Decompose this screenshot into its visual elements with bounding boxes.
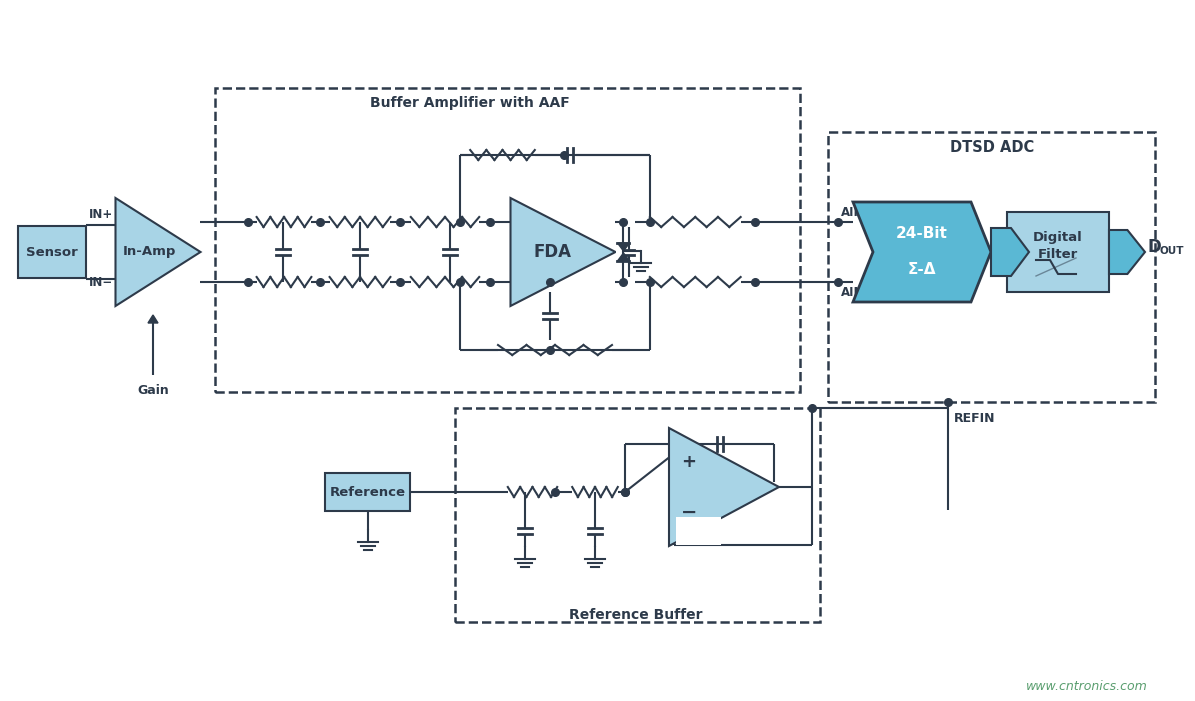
Text: IN−: IN− xyxy=(90,276,114,290)
Text: OUT: OUT xyxy=(1160,246,1184,256)
Text: Σ-Δ: Σ-Δ xyxy=(908,262,936,278)
Polygon shape xyxy=(853,202,991,302)
Text: 24-Bit: 24-Bit xyxy=(896,226,948,242)
Bar xyxy=(215,88,799,392)
Text: Filter: Filter xyxy=(1038,247,1078,261)
Text: In-Amp: In-Amp xyxy=(123,245,176,259)
Text: www.cntronics.com: www.cntronics.com xyxy=(1027,679,1148,693)
Text: Reference Buffer: Reference Buffer xyxy=(569,608,703,622)
Polygon shape xyxy=(1109,230,1145,274)
Bar xyxy=(1007,212,1109,292)
Text: Digital: Digital xyxy=(1034,231,1083,245)
Text: Buffer Amplifier with AAF: Buffer Amplifier with AAF xyxy=(370,96,570,110)
Text: REFIN: REFIN xyxy=(954,411,995,425)
Polygon shape xyxy=(669,428,779,546)
Text: Reference: Reference xyxy=(330,486,406,498)
Bar xyxy=(455,408,820,622)
Polygon shape xyxy=(116,198,201,306)
Text: FDA: FDA xyxy=(533,243,571,261)
Text: AIN−: AIN− xyxy=(841,285,875,299)
Polygon shape xyxy=(991,228,1029,276)
Text: DTSD ADC: DTSD ADC xyxy=(950,140,1034,156)
Text: +: + xyxy=(681,453,697,471)
Text: Sensor: Sensor xyxy=(26,245,78,259)
Text: Gain: Gain xyxy=(137,383,168,397)
Text: AIN+: AIN+ xyxy=(841,205,875,219)
Polygon shape xyxy=(510,198,615,306)
Bar xyxy=(676,517,722,545)
Polygon shape xyxy=(148,315,158,323)
Polygon shape xyxy=(618,243,630,251)
Polygon shape xyxy=(618,253,630,261)
Text: D: D xyxy=(1148,238,1162,256)
Text: −: − xyxy=(681,503,697,522)
Bar xyxy=(325,473,411,511)
Text: IN+: IN+ xyxy=(90,208,114,222)
Bar xyxy=(828,132,1156,402)
Bar xyxy=(18,226,86,278)
